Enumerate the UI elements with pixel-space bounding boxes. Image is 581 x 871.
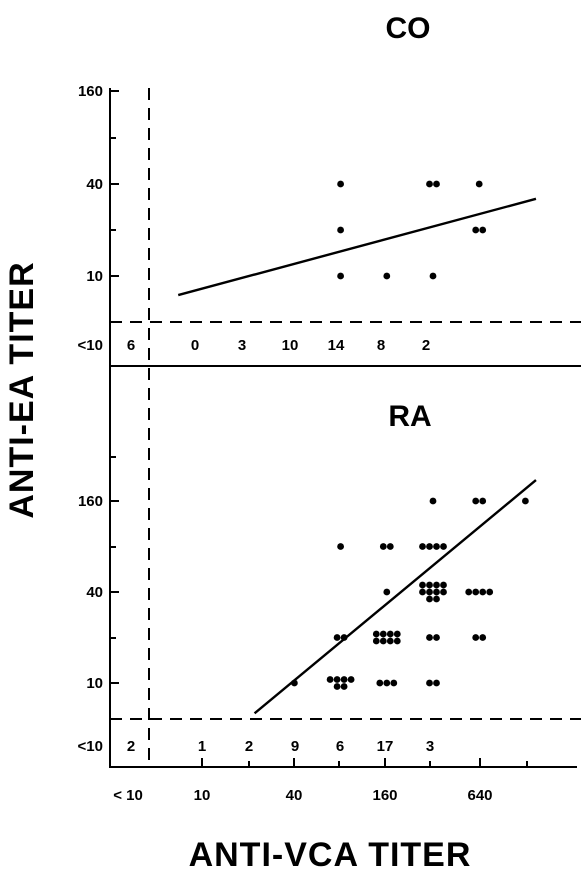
ra-data-point xyxy=(390,679,398,687)
ra-y-tick-label: 160 xyxy=(78,493,103,510)
ra-data-point xyxy=(372,637,380,645)
co-data-point xyxy=(429,272,437,280)
co-data-point xyxy=(337,226,344,234)
ra-data-point xyxy=(433,543,440,550)
co-y-tick-label: <10 xyxy=(78,337,103,354)
co-y-tick-label: 10 xyxy=(86,268,103,285)
ra-count-label: 2 xyxy=(245,738,253,755)
ra-data-point xyxy=(472,588,480,596)
co-data-point xyxy=(383,272,391,280)
co-y-tick-label: 160 xyxy=(78,83,103,100)
co-data-point xyxy=(337,180,344,188)
co-y-tick-label: 40 xyxy=(86,176,103,193)
ra-count-label: 3 xyxy=(426,738,434,755)
y-axis-title: ANTI-EA TITER xyxy=(3,261,41,518)
co-data-point xyxy=(479,226,487,234)
co-regression-line xyxy=(177,197,537,297)
ra-data-point xyxy=(486,588,494,596)
ra-data-point xyxy=(522,497,529,505)
x-tick-label: 10 xyxy=(194,787,211,804)
ra-data-point xyxy=(429,497,437,505)
ra-regression-line xyxy=(253,479,537,715)
ra-count-label: 9 xyxy=(291,738,299,755)
ra-data-point xyxy=(440,581,447,589)
ra-data-point xyxy=(472,634,480,641)
co-count-label: 0 xyxy=(191,337,199,354)
ra-data-point xyxy=(426,543,433,550)
ra-data-point xyxy=(433,595,440,603)
ra-data-point xyxy=(333,683,341,690)
co-data-point xyxy=(337,272,344,280)
ra-data-point xyxy=(386,630,394,638)
ra-data-point xyxy=(426,581,433,589)
ra-data-point xyxy=(383,679,391,687)
ra-data-point xyxy=(472,497,480,505)
ra-data-point xyxy=(379,630,387,638)
x-tick-label: 640 xyxy=(467,787,492,804)
ra-y-tick-label: <10 xyxy=(78,738,103,755)
co-data-point xyxy=(472,226,480,234)
ra-data-point xyxy=(333,676,341,683)
x-tick-label: < 10 xyxy=(113,787,143,804)
ra-data-point xyxy=(379,637,387,645)
ra-data-point xyxy=(337,543,344,550)
co-count-label: 3 xyxy=(238,337,246,354)
x-tick-label: 160 xyxy=(372,787,397,804)
ra-data-point xyxy=(440,543,447,550)
ra-data-point xyxy=(340,683,348,690)
ra-panel-title: RA xyxy=(388,400,431,433)
ra-data-point xyxy=(376,679,384,687)
x-tick-label: 40 xyxy=(286,787,303,804)
co-data-point xyxy=(426,180,433,188)
ra-data-point xyxy=(419,581,426,589)
chart-marks xyxy=(177,180,537,715)
ra-data-point xyxy=(393,637,401,645)
ra-data-point xyxy=(340,676,348,683)
co-panel-title: CO xyxy=(386,12,431,45)
ra-count-label: 6 xyxy=(336,738,344,755)
ra-data-point xyxy=(372,630,380,638)
ra-data-point xyxy=(333,634,341,641)
ra-data-point xyxy=(465,588,473,596)
ra-data-point xyxy=(419,588,426,596)
ra-data-point xyxy=(426,634,433,641)
ra-data-point xyxy=(479,634,487,641)
ra-data-point xyxy=(326,676,334,683)
ra-y-tick-label: 40 xyxy=(86,584,103,601)
co-data-point xyxy=(475,180,483,188)
ra-data-point xyxy=(419,543,426,550)
ra-data-point xyxy=(386,637,394,645)
ra-data-point xyxy=(479,588,487,596)
ra-data-point xyxy=(433,581,440,589)
ra-data-point xyxy=(386,543,394,550)
x-axis-title: ANTI-VCA TITER xyxy=(189,836,472,871)
ra-y-tick-label: 10 xyxy=(86,675,103,692)
co-count-label: 6 xyxy=(127,337,135,354)
ra-data-point xyxy=(433,588,440,596)
ra-data-point xyxy=(479,497,487,505)
ra-count-label: 1 xyxy=(198,738,206,755)
ra-data-point xyxy=(433,634,440,641)
co-count-label: 8 xyxy=(377,337,385,354)
ra-data-point xyxy=(347,676,355,683)
ra-data-point xyxy=(426,595,433,603)
co-count-label: 14 xyxy=(328,337,345,354)
ra-data-point xyxy=(426,588,433,596)
ra-data-point xyxy=(440,588,447,596)
ra-data-point xyxy=(379,543,387,550)
ra-data-point xyxy=(426,679,433,687)
co-count-label: 2 xyxy=(422,337,430,354)
ra-count-label: 2 xyxy=(127,738,135,755)
ra-data-point xyxy=(383,588,391,596)
co-count-label: 10 xyxy=(282,337,299,354)
ra-data-point xyxy=(393,630,401,638)
ra-count-label: 17 xyxy=(377,738,394,755)
ra-data-point xyxy=(433,679,440,687)
co-data-point xyxy=(433,180,440,188)
